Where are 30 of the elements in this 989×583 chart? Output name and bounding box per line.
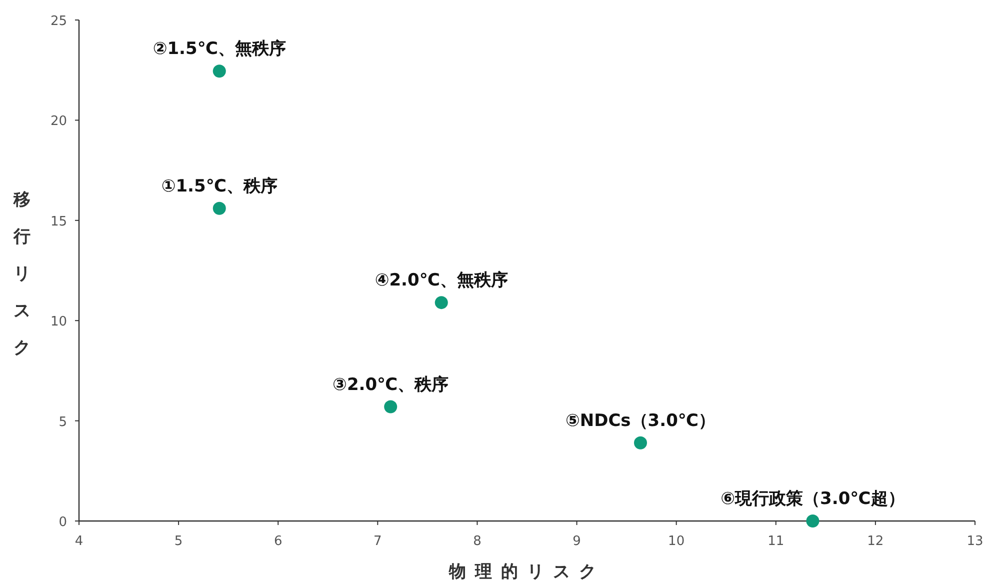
x-tick-label: 12 — [867, 534, 884, 549]
y-tick-label: 5 — [58, 414, 67, 430]
annotation: ⑤NDCs（3.0℃） — [565, 410, 716, 431]
annotation: ④2.0℃、無秩序 — [374, 270, 508, 291]
y-axis-title: 移行リスク — [12, 190, 30, 358]
point — [212, 202, 226, 215]
y-tick-label: 15 — [50, 214, 67, 230]
x-tick-label: 6 — [274, 534, 282, 549]
x-axis-title: 物理的リスク — [448, 562, 605, 582]
point — [806, 514, 820, 528]
point — [634, 436, 647, 450]
x-tick-label: 9 — [572, 534, 581, 549]
x-tick-label: 4 — [74, 534, 84, 549]
x-tick-label: 10 — [668, 534, 685, 549]
annotation: ③2.0℃、秩序 — [332, 374, 449, 395]
annotation: ⑥現行政策（3.0℃超） — [720, 489, 905, 509]
x-tick-label: 5 — [174, 534, 183, 549]
y-tick-label: 25 — [50, 14, 67, 29]
y-tick-label: 20 — [50, 114, 67, 130]
annotation: ②1.5℃、無秩序 — [152, 39, 286, 60]
x-tick-label: 13 — [966, 534, 984, 549]
annotation: ①1.5℃、秩序 — [161, 176, 278, 196]
x-tick-label: 11 — [768, 534, 784, 549]
point — [384, 400, 398, 414]
point — [434, 296, 448, 310]
x-tick-label: 8 — [473, 534, 482, 549]
point — [212, 64, 226, 78]
y-tick-label: 10 — [50, 314, 67, 330]
x-tick-label: 7 — [374, 534, 382, 549]
y-tick-label: 0 — [58, 515, 67, 530]
